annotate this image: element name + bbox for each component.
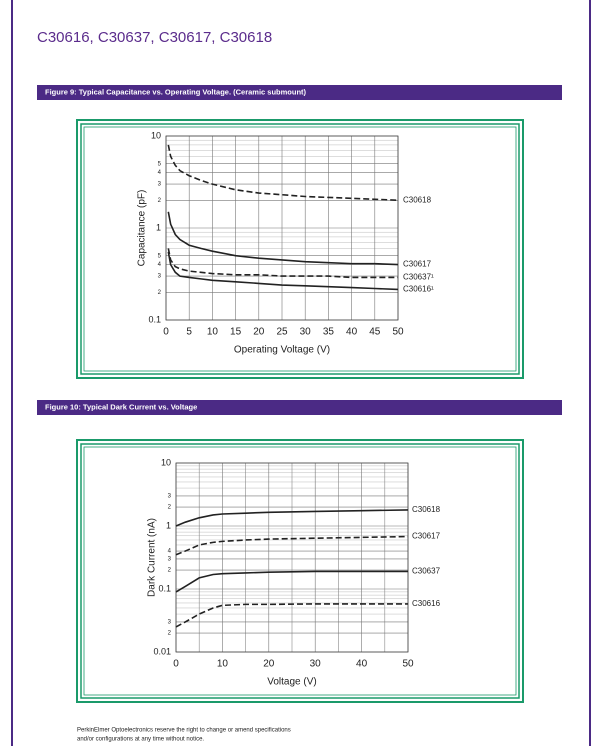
x-tick-label: 15 — [230, 327, 242, 338]
y-tick-label: 3 — [158, 274, 162, 280]
series-line — [175, 603, 408, 628]
figure-caption: Figure 10: Typical Dark Current vs. Volt… — [45, 402, 197, 411]
y-tick-label: 1 — [166, 520, 171, 530]
figure-caption: Figure 9: Typical Capacitance vs. Operat… — [45, 87, 307, 96]
footer-line: and/or configurations at any time withou… — [77, 737, 204, 743]
x-axis-label: Operating Voltage (V) — [234, 345, 330, 356]
x-tick-label: 40 — [356, 659, 368, 670]
caption-bar — [37, 85, 562, 100]
chart-frame-inner2 — [83, 446, 517, 696]
legend-label: C30616¹ — [403, 285, 434, 294]
y-tick-label: 10 — [161, 457, 171, 467]
x-tick-label: 20 — [263, 659, 275, 670]
series-line — [167, 248, 398, 279]
x-tick-label: 35 — [323, 327, 335, 338]
y-tick-label: 0.1 — [148, 314, 161, 324]
plot-border — [175, 462, 409, 653]
y-tick-label: 3 — [168, 494, 172, 500]
legend-label: C30616 — [412, 599, 441, 608]
y-tick-label: 3 — [168, 620, 172, 626]
y-tick-label: 0.01 — [153, 646, 171, 656]
x-tick-label: 45 — [369, 327, 381, 338]
y-tick-label: 10 — [151, 130, 161, 140]
y-axis-label: Dark Current (nA) — [147, 518, 158, 597]
series-line — [167, 251, 399, 291]
plot-border — [165, 135, 399, 321]
y-tick-label: 2 — [168, 631, 172, 637]
chart-frame-outer — [76, 119, 524, 379]
legend-label: C30637¹ — [403, 273, 434, 282]
x-tick-label: 25 — [276, 327, 288, 338]
x-tick-label: 50 — [392, 327, 404, 338]
y-tick-label: 2 — [158, 290, 162, 296]
series-line — [167, 211, 399, 266]
legend-label: C30618 — [412, 505, 441, 514]
y-tick-label: 3 — [158, 182, 162, 188]
x-tick-label: 30 — [310, 659, 322, 670]
y-tick-label: 3 — [168, 557, 172, 563]
x-tick-label: 0 — [163, 327, 169, 338]
chart-frame-inner — [80, 443, 520, 699]
y-tick-label: 5 — [158, 253, 162, 259]
y-tick-label: 1 — [156, 222, 161, 232]
series-line — [175, 570, 408, 593]
legend-label: C30637 — [412, 567, 441, 576]
x-tick-label: 30 — [300, 327, 312, 338]
caption-bar — [37, 400, 562, 415]
x-tick-label: 10 — [217, 659, 229, 670]
x-tick-label: 10 — [207, 327, 219, 338]
chart-frame-inner2 — [83, 126, 517, 372]
y-tick-label: 2 — [158, 198, 162, 204]
y-tick-label: 5 — [158, 161, 162, 167]
y-tick-label: 4 — [158, 262, 162, 268]
y-tick-label: 2 — [168, 568, 172, 574]
chart-frame-inner — [80, 123, 520, 375]
x-tick-label: 5 — [186, 327, 192, 338]
x-axis-label: Voltage (V) — [267, 677, 316, 688]
footer-line: PerkinElmer Optoelectronics reserve the … — [77, 728, 291, 734]
x-tick-label: 50 — [402, 659, 414, 670]
legend-label: C30617 — [412, 532, 441, 541]
y-tick-label: 4 — [168, 549, 172, 555]
legend-label: C30617 — [403, 260, 432, 269]
chart-frame-outer — [76, 439, 524, 703]
x-tick-label: 40 — [346, 327, 358, 338]
legend-label: C30618 — [403, 195, 432, 204]
y-tick-label: 2 — [168, 505, 172, 511]
y-tick-label: 0.1 — [158, 583, 171, 593]
series-line — [175, 535, 409, 556]
y-tick-label: 4 — [158, 170, 162, 176]
x-tick-label: 20 — [253, 327, 265, 338]
x-tick-label: 0 — [173, 659, 179, 670]
series-line — [175, 509, 409, 527]
page-title: C30616, C30637, C30617, C30618 — [37, 29, 272, 46]
y-axis-label: Capacitance (pF) — [137, 190, 148, 267]
